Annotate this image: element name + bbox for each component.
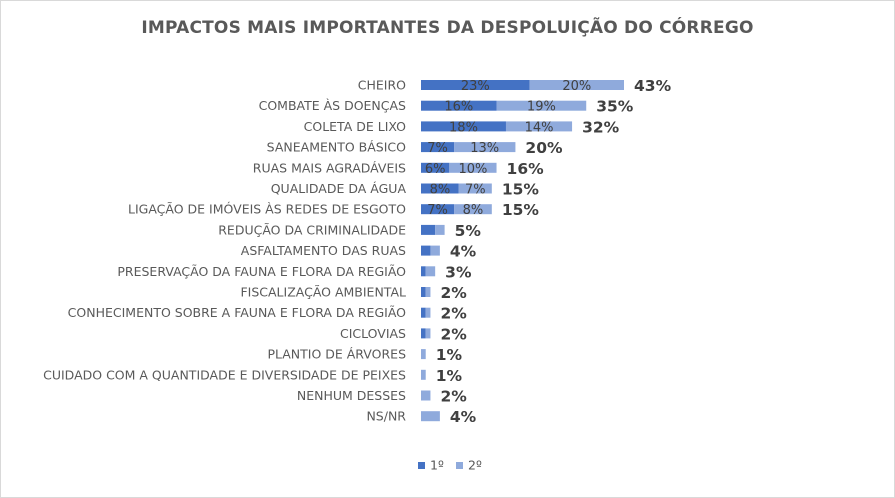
segment-label: 16% (444, 100, 473, 115)
category-label: CUIDADO COM A QUANTIDADE E DIVERSIDADE D… (43, 367, 406, 382)
category-label: CICLOVIAS (340, 326, 406, 341)
segment-label: 7% (465, 183, 486, 198)
total-label: 16% (507, 160, 545, 178)
bar-segment-first (421, 224, 436, 235)
bar-segment-first (421, 328, 426, 339)
category-label: CONHECIMENTO SOBRE A FAUNA E FLORA DA RE… (68, 305, 406, 320)
bar-segment-first (421, 204, 455, 215)
category-label: CHEIRO (358, 78, 406, 93)
segment-label: 10% (458, 162, 487, 177)
bar-segment-first (421, 142, 455, 153)
segment-label: 7% (427, 203, 448, 218)
bars-layer (421, 80, 624, 422)
segment-label: 23% (461, 79, 490, 94)
bar-segment-second (425, 287, 431, 297)
bar-segment-first (421, 183, 459, 194)
segment-label: 19% (527, 100, 556, 115)
category-label: LIGAÇÃO DE IMÓVEIS ÀS REDES DE ESGOTO (128, 202, 406, 217)
category-label: COLETA DE LIXO (304, 119, 407, 134)
category-label: RUAS MAIS AGRADÁVEIS (253, 160, 406, 175)
segment-label: 8% (430, 183, 451, 198)
segment-label: 13% (470, 141, 499, 156)
segment-label: 6% (425, 162, 446, 177)
total-label: 4% (450, 243, 477, 261)
bar-segment-second (425, 266, 436, 277)
bar-segment-first (421, 266, 426, 277)
bar-segment-second (425, 328, 431, 339)
bar-segment-second (454, 204, 492, 215)
labels-layer: CHEIRO 23% 20% 43% COMBATE ÀS DOENÇAS 16% 19% 3… (43, 77, 671, 426)
legend-label: 2º (468, 458, 482, 473)
bar-segment-first (421, 245, 431, 256)
total-label: 2% (440, 325, 467, 343)
category-label: QUALIDADE DA ÁGUA (271, 181, 407, 196)
bar-segment-first (421, 100, 497, 111)
total-label: 32% (582, 118, 620, 136)
category-label: REDUÇÃO DA CRIMINALIDADE (218, 222, 406, 237)
category-label: PRESERVAÇÃO DA FAUNA E FLORA DA REGIÃO (117, 264, 406, 279)
total-label: 2% (440, 388, 467, 406)
bar-segment-first (421, 121, 506, 132)
total-label: 15% (502, 201, 540, 219)
total-label: 3% (445, 263, 472, 281)
category-label: PLANTIO DE ÁRVORES (267, 347, 406, 362)
total-label: 2% (440, 284, 467, 302)
bar-segment-second (425, 307, 431, 318)
total-label: 35% (596, 98, 634, 116)
segment-label: 14% (525, 120, 554, 135)
total-label: 15% (502, 181, 540, 199)
bar-segment-second (449, 162, 497, 173)
total-label: 1% (436, 367, 463, 385)
category-label: NS/NR (366, 409, 406, 424)
total-label: 4% (450, 408, 477, 426)
bar-segment-second (421, 411, 440, 422)
total-label: 2% (440, 305, 467, 323)
legend: 1º 2º (418, 458, 482, 473)
category-label: ASFALTAMENTO DAS RUAS (241, 243, 406, 258)
bar-segment-second (430, 245, 440, 256)
category-label: NENHUM DESSES (297, 388, 406, 403)
segment-label: 8% (463, 203, 484, 218)
bar-segment-second (529, 80, 624, 90)
bar-segment-first (421, 162, 450, 173)
bar-segment-second (421, 349, 426, 360)
category-label: SANEAMENTO BÁSICO (267, 140, 406, 155)
bar-segment-second (454, 142, 516, 153)
bar-segment-second (435, 224, 445, 235)
legend-swatch (418, 462, 425, 469)
bar-segment-second (421, 369, 426, 380)
bar-segment-first (421, 287, 426, 297)
bar-segment-second (458, 183, 492, 194)
segment-label: 20% (562, 79, 591, 94)
bar-segment-first (421, 307, 426, 318)
segment-label: 7% (427, 141, 448, 156)
total-label: 43% (634, 77, 672, 95)
chart-title: IMPACTOS MAIS IMPORTANTES DA DESPOLUIÇÃO… (141, 18, 754, 38)
category-label: COMBATE ÀS DOENÇAS (259, 98, 406, 113)
total-label: 1% (436, 346, 463, 364)
bar-segment-second (505, 121, 573, 132)
category-label: FISCALIZAÇÃO AMBIENTAL (240, 285, 406, 300)
legend-swatch (456, 462, 463, 469)
bar-segment-second (421, 390, 431, 401)
bar-segment-second (496, 100, 587, 111)
legend-label: 1º (430, 458, 444, 473)
segment-label: 18% (449, 120, 478, 135)
bar-segment-first (421, 80, 530, 90)
total-label: 20% (525, 139, 563, 157)
total-label: 5% (455, 222, 482, 240)
